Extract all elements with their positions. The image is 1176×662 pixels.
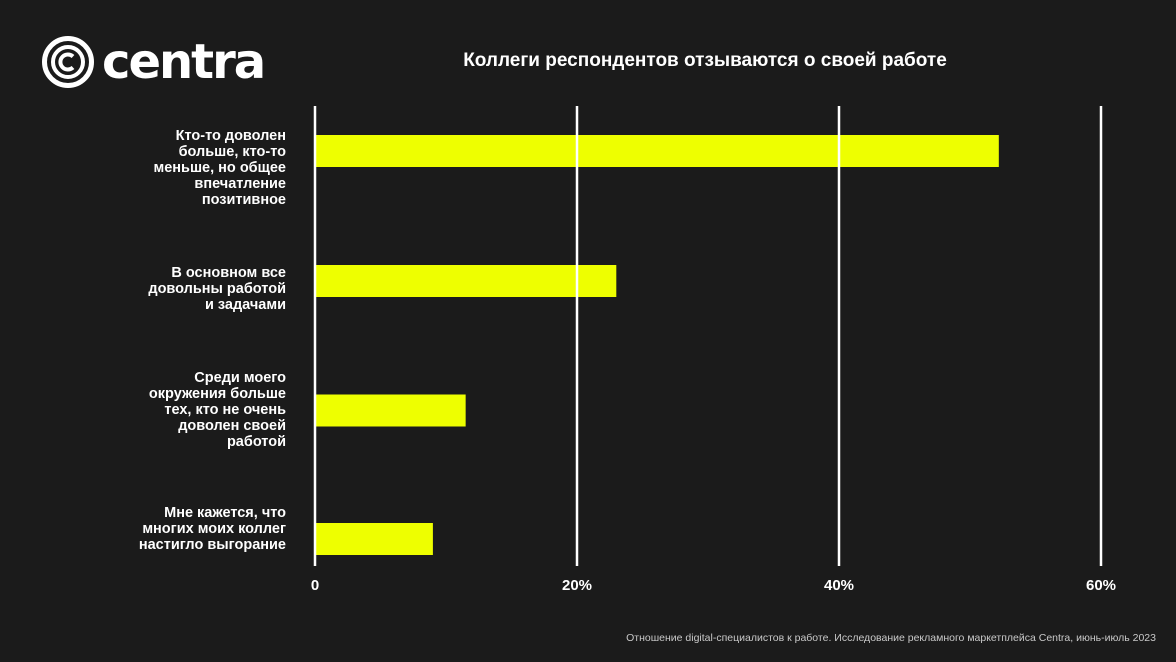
chart-title: Коллеги респондентов отзываются о своей … [463, 50, 947, 71]
brand-wordmark: centra [102, 34, 266, 90]
x-tick-label: 60% [1086, 577, 1116, 594]
footnote: Отношение digital-специалистов к работе.… [626, 632, 1156, 644]
x-tick-label: 20% [562, 577, 592, 594]
x-tick-label: 0 [311, 577, 319, 594]
bar-1 [315, 265, 617, 297]
category-label: Мне кажется, что многих моих коллег настиг… [138, 505, 286, 553]
category-label: Кто-то доволен больше, кто-то меньше, но о… [153, 128, 287, 208]
x-tick-label: 40% [824, 577, 854, 594]
centra-logo-icon [42, 36, 94, 88]
brand-logo: centra [42, 34, 266, 90]
bar-2 [315, 394, 466, 427]
category-label: В основном все довольны работой и задачами [148, 265, 286, 313]
bar-0 [315, 135, 999, 167]
category-label: Среди моего окружения больше тех, кто не о… [148, 370, 286, 450]
bar-3 [315, 523, 433, 555]
